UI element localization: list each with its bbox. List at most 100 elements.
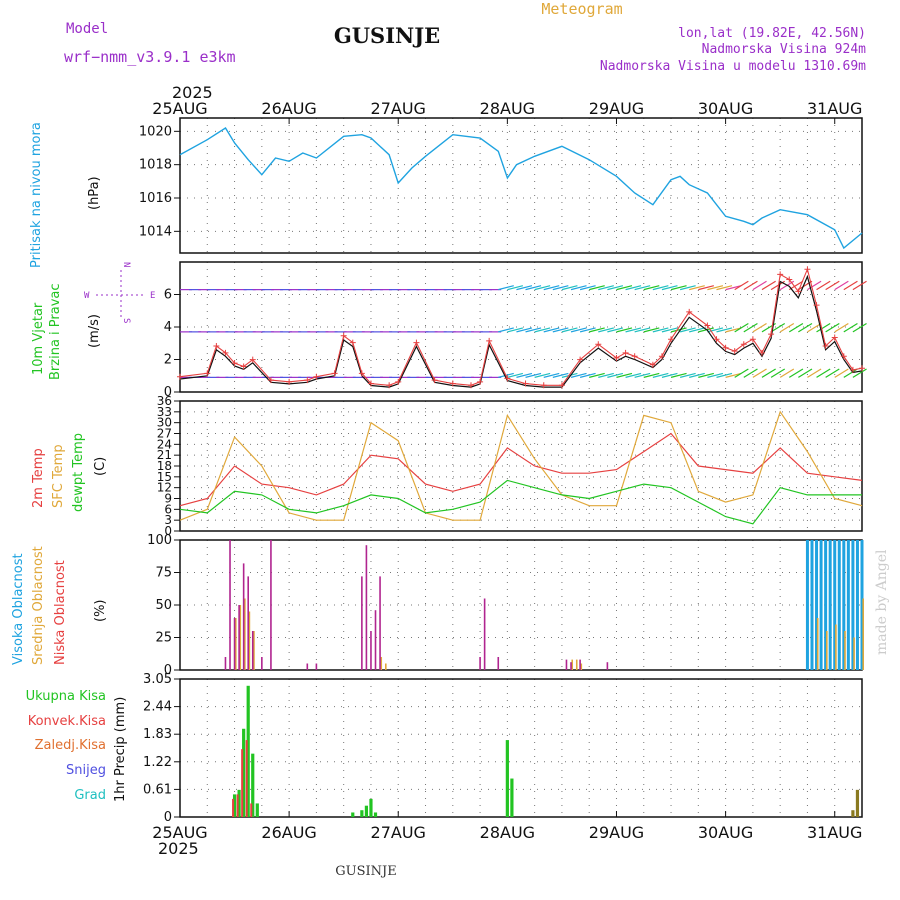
wind-gust-mark [577, 356, 584, 363]
wind-gust-mark [740, 341, 747, 348]
precip-total-bar [351, 812, 355, 817]
precip-total-bar [251, 753, 255, 817]
panel-frame [179, 539, 863, 671]
y-tick-label: 27 [157, 427, 172, 441]
wind-arrow [825, 368, 840, 378]
wind-gust-mark [349, 339, 356, 346]
wind-gust-mark [768, 331, 775, 338]
precip-total-bar [360, 810, 364, 817]
cloud-low-bar [242, 563, 245, 670]
y-tick-label: 1018 [139, 158, 172, 173]
y-tick-label: 1.83 [143, 727, 172, 742]
temp-sfc-line [179, 410, 863, 521]
cloud-low-bar [497, 657, 500, 670]
wind-gust-mark [522, 380, 529, 387]
y-tick-label: 24 [157, 437, 172, 451]
wind-arrow [689, 327, 705, 333]
y-tick-label: 2 [164, 353, 172, 368]
y-tick-label: 0 [164, 524, 172, 538]
wind-arrow [543, 372, 560, 378]
y-tick-label: 0.61 [143, 782, 172, 797]
wind-gust-mark [795, 288, 802, 295]
x-tick-bottom: 31AUG [807, 823, 862, 842]
wind-arrow [843, 323, 858, 333]
wind-gust-mark [386, 382, 393, 389]
y-tick-label: 75 [155, 566, 172, 581]
wind-arrow [616, 285, 633, 291]
wind-arrow [643, 372, 660, 378]
cloud-high-bar [855, 540, 859, 670]
y-tick-label: 2.44 [143, 700, 172, 715]
wind-arrow [788, 368, 804, 378]
cloud-high-bar [819, 540, 823, 670]
precip-total-bar [232, 794, 237, 817]
y-tick-label: 0 [164, 663, 172, 678]
wind-arrow [589, 372, 605, 378]
wind-arrow [634, 372, 651, 378]
wind-arrow [825, 280, 840, 291]
wind-gust-mark [313, 373, 320, 380]
precip-conv-bar [250, 803, 253, 817]
wind-arrow [561, 327, 578, 333]
wind-arrow [625, 285, 642, 291]
wind-arrow [579, 372, 596, 378]
temp-2m-line [179, 432, 863, 507]
pressure-unit: (hPa) [87, 176, 102, 210]
wind-gust-mark [859, 365, 865, 372]
wind-gust-mark [777, 271, 784, 278]
x-tick-bottom: 28AUG [480, 823, 535, 842]
wind-gust-mark [222, 349, 229, 356]
cloud-mid-bar [380, 657, 383, 670]
cloud-low-bar [361, 576, 363, 670]
panel-frame [179, 400, 863, 532]
wind-arrow [516, 285, 533, 291]
wind-gust-mark [177, 373, 183, 380]
y-tick-label: 21 [157, 448, 172, 462]
wind-arrow [643, 327, 660, 333]
precip-conv-bar [245, 740, 248, 817]
y-tick-label: 1016 [139, 191, 172, 206]
wind-arrow [679, 372, 696, 378]
wind-arrow [788, 280, 804, 291]
y-tick-label: 3 [164, 513, 172, 527]
wind-arrow [652, 372, 669, 378]
wind-arrow [698, 372, 714, 378]
y-tick-label: 15 [157, 470, 172, 484]
precip-legend-total: Ukupna Kisa [26, 689, 106, 704]
temp-unit: (C) [93, 457, 108, 476]
wind-arrow [507, 285, 524, 291]
x-tick-top: 30AUG [698, 99, 753, 118]
wind-arrow [516, 372, 533, 378]
wind-arrow [788, 323, 804, 333]
wind-arrow [834, 323, 849, 333]
y-tick-label: 4 [164, 320, 172, 335]
wind-arrow [498, 327, 514, 333]
wind-gust-mark [286, 378, 293, 385]
precip-ylabel: 1hr Precip (mm) [113, 697, 128, 802]
precip-total-bar [364, 805, 369, 817]
wind-arrow [807, 368, 822, 378]
wind-arrow [743, 368, 758, 378]
wind-arrow [834, 280, 849, 291]
cloud-mid-bar [853, 637, 855, 670]
precip-conv-bar [241, 749, 244, 817]
wind-arrow [834, 368, 849, 378]
wind-arrow [670, 285, 687, 291]
wind-gust-mark [704, 322, 711, 329]
wind-gust-mark [622, 349, 629, 356]
precip-total-bar [237, 789, 241, 817]
wind-arrow [707, 372, 724, 378]
wind-arrow [507, 372, 524, 378]
wind-arrow [625, 372, 642, 378]
wind-gust-mark [540, 382, 547, 389]
cloud-low-bar [379, 576, 381, 670]
wind-arrow [716, 327, 733, 333]
wind-arrow [570, 327, 587, 333]
wind-gust-mark [613, 354, 620, 361]
wind-gust-mark [431, 377, 438, 384]
precip-legend-hail: Grad [74, 788, 106, 803]
wind-arrows [180, 280, 867, 378]
precip-total-bar [255, 803, 259, 817]
wind-arrow [543, 285, 560, 291]
cloud-low-bar [570, 662, 572, 670]
